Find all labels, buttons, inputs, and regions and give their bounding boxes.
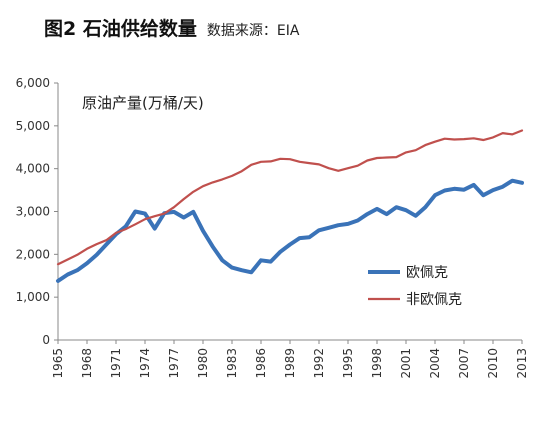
x-tick-label: 1965 <box>51 348 65 379</box>
x-tick-label: 1995 <box>341 348 355 379</box>
y-axis-unit-label: 原油产量(万桶/天) <box>82 94 204 112</box>
series-layer <box>56 129 524 283</box>
chart-title-block: 图2 石油供给数量 数据来源：EIA <box>44 14 299 41</box>
legend-label: 欧佩克 <box>406 265 448 281</box>
y-tick-label: 0 <box>42 333 50 347</box>
x-tick-label: 1992 <box>312 348 326 379</box>
series-line-non-opec <box>56 129 524 266</box>
y-tick-label: 6,000 <box>16 76 50 90</box>
x-tick-label: 1989 <box>283 348 297 379</box>
x-tick-label: 2013 <box>515 348 529 379</box>
y-tick-label: 5,000 <box>16 119 50 133</box>
y-tick-label: 2,000 <box>16 247 50 261</box>
series-line-opec <box>56 178 524 283</box>
x-tick-label: 1968 <box>80 348 94 379</box>
x-tick-label: 2004 <box>428 348 442 379</box>
x-tick-label: 1980 <box>196 348 210 379</box>
x-tick-label: 1977 <box>167 348 181 379</box>
data-source-label: 数据来源：EIA <box>206 23 300 39</box>
x-tick-label: 2001 <box>399 348 413 379</box>
x-tick-label: 1998 <box>370 348 384 379</box>
x-tick-label: 1971 <box>109 348 123 379</box>
y-tick-label: 1,000 <box>16 290 50 304</box>
x-tick-label: 2010 <box>486 348 500 379</box>
legend-label: 非欧佩克 <box>406 292 462 308</box>
x-tick-label: 1983 <box>225 348 239 379</box>
axes-layer: 0 1,000 2,000 3,000 4,000 5,000 6,000 1965 1968 1… <box>16 76 529 379</box>
x-tick-label: 1974 <box>138 348 152 379</box>
x-tick-label: 1986 <box>254 348 268 379</box>
y-tick-label: 3,000 <box>16 205 50 219</box>
y-tick-label: 4,000 <box>16 162 50 176</box>
chart-title: 图2 石油供给数量 <box>44 18 197 40</box>
x-tick-label: 2007 <box>457 348 471 379</box>
